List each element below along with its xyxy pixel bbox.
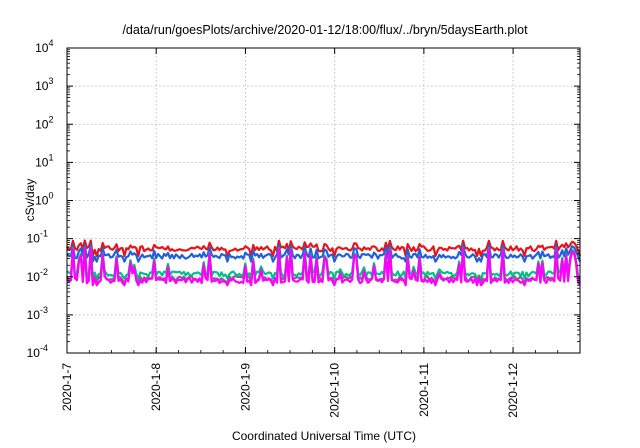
- series-line-4: [66, 247, 581, 287]
- y-tick-label: 103: [35, 76, 53, 93]
- y-tick-exponent: -3: [40, 305, 48, 315]
- x-tick-label: 2020-1-9: [238, 363, 252, 411]
- y-tick-exponent: 3: [48, 76, 53, 86]
- y-tick-label: 10-3: [27, 305, 48, 322]
- y-tick-label: 10-4: [27, 343, 48, 360]
- y-tick-exponent: -1: [40, 229, 48, 239]
- x-tick-label: 2020-1-7: [60, 363, 74, 411]
- x-tick-label: 2020-1-10: [328, 363, 342, 418]
- grid: [67, 48, 580, 353]
- y-tick-exponent: -2: [40, 267, 48, 277]
- y-tick-label: 102: [35, 114, 53, 131]
- y-tick-exponent: 0: [48, 191, 53, 201]
- x-tick-label: 2020-1-11: [417, 363, 431, 417]
- y-tick-exponent: 4: [48, 38, 53, 48]
- y-tick-label: 104: [35, 38, 53, 55]
- y-tick-label: 101: [35, 152, 53, 169]
- y-tick-exponent: 1: [48, 152, 53, 162]
- x-tick-label: 2020-1-8: [149, 363, 163, 411]
- x-tick-label: 2020-1-12: [506, 363, 520, 418]
- y-tick-label: 100: [35, 191, 53, 208]
- y-tick-label: 10-2: [27, 267, 48, 284]
- x-axis-label: Coordinated Universal Time (UTC): [232, 429, 416, 443]
- y-tick-exponent: 2: [48, 114, 53, 124]
- y-tick-label: 10-1: [27, 229, 48, 246]
- series-layer: [65, 239, 582, 287]
- series-line-1: [66, 243, 582, 263]
- y-axis-label: cSv/day: [23, 179, 37, 222]
- y-tick-exponent: -4: [40, 343, 48, 353]
- chart-title: /data/run/goesPlots/archive/2020-01-12/1…: [122, 23, 528, 37]
- series-line-0: [66, 239, 582, 258]
